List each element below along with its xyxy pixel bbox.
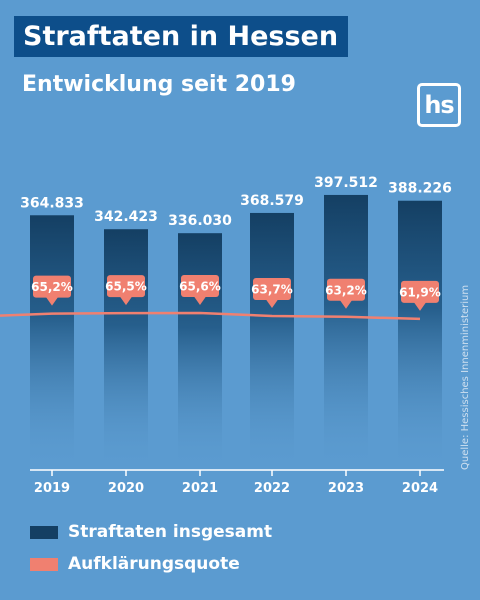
x-tick-label-2023: 2023 — [328, 481, 364, 496]
legend-item-aufklaerungsquote: Aufklärungsquote — [30, 554, 272, 574]
x-tick-label-2020: 2020 — [108, 481, 144, 496]
bar-value-label-2021: 336.030 — [168, 213, 232, 229]
rate-label-2023: 63,2% — [325, 278, 367, 309]
rate-value: 63,7% — [251, 283, 293, 297]
bar-value-label-2022: 368.579 — [240, 193, 304, 209]
bar-2024 — [398, 200, 442, 470]
x-tick-label-2022: 2022 — [254, 481, 290, 496]
x-tick-label-2021: 2021 — [182, 481, 218, 496]
legend-item-straftaten: Straftaten insgesamt — [30, 522, 272, 542]
rate-label-2024: 61,9% — [399, 280, 441, 311]
rate-bubble — [181, 274, 219, 297]
rate-label-2020: 65,5% — [105, 275, 147, 306]
rate-bubble-pointer — [46, 297, 58, 306]
rate-label-2022: 63,7% — [251, 278, 293, 308]
rate-label-2019: 65,2% — [31, 275, 73, 306]
legend: Straftaten insgesamt Aufklärungsquote — [30, 522, 272, 586]
line-aufklaerungsquote — [0, 311, 421, 321]
legend-swatch-bar — [30, 525, 58, 539]
rate-bubble-pointer — [340, 300, 352, 309]
x-tick-label-2024: 2024 — [402, 481, 438, 496]
rate-value: 61,9% — [399, 285, 441, 299]
bar-value-label-2020: 342.423 — [94, 209, 158, 225]
rate-value: 65,6% — [179, 279, 221, 293]
hs-logo: hs — [417, 83, 461, 127]
rate-bubble-pointer — [120, 296, 132, 306]
bar-2019 — [30, 215, 74, 470]
rate-bubble — [327, 278, 365, 301]
legend-label: Aufklärungsquote — [68, 554, 240, 574]
rate-value: 65,2% — [31, 280, 73, 294]
rate-bubble-pointer — [414, 302, 426, 311]
rate-bubble — [107, 275, 145, 298]
legend-swatch-line — [30, 557, 58, 571]
legend-label: Straftaten insgesamt — [68, 522, 273, 542]
rate-value: 65,5% — [105, 280, 147, 294]
bar-value-label-2023: 397.512 — [314, 175, 378, 191]
rate-bubble — [33, 275, 71, 298]
bar-line-chart: 364.833 342.423 336.030 368.579 397.512 388.2… — [0, 175, 452, 496]
rate-bubble — [401, 280, 439, 303]
rate-value: 63,2% — [325, 283, 367, 297]
bar-value-label-2024: 388.226 — [388, 181, 452, 197]
bar-2020 — [104, 229, 148, 470]
page-subtitle: Entwicklung seit 2019 — [22, 72, 296, 97]
rate-bubble-pointer — [266, 299, 278, 308]
rate-label-2021: 65,6% — [179, 274, 221, 305]
rate-bubble-pointer — [194, 296, 206, 305]
bar-2023 — [324, 194, 368, 470]
page-title: Straftaten in Hessen — [14, 16, 349, 57]
bar-2022 — [250, 212, 294, 471]
x-tick-label-2019: 2019 — [34, 481, 70, 496]
bar-value-label-2019: 364.833 — [20, 195, 84, 211]
rate-bubble — [253, 278, 291, 300]
bar-2021 — [178, 233, 222, 470]
